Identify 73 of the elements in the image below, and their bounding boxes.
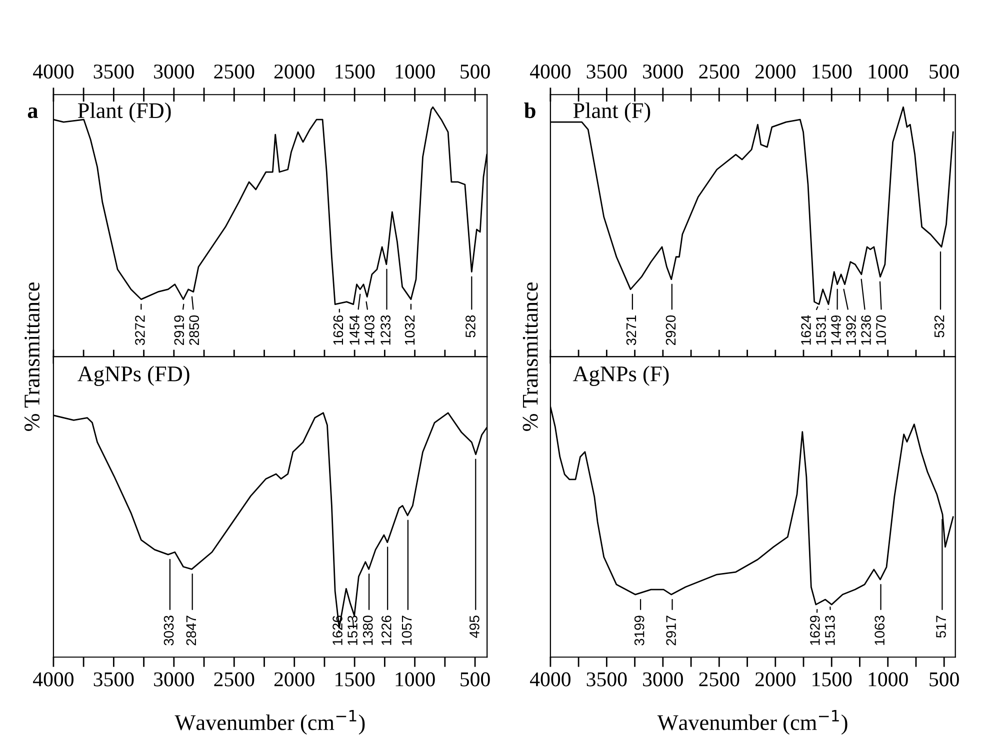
annotation: 3272	[135, 315, 145, 346]
annotation: 528	[466, 315, 476, 338]
annotation: 1057	[402, 616, 412, 645]
x-tick-label: 1500	[812, 672, 852, 686]
annotation: 3033	[164, 616, 174, 646]
annotation: 1449	[831, 315, 841, 345]
x-tick-label: 1500	[812, 64, 852, 79]
annotation: 2847	[186, 616, 196, 646]
annotation: 1626	[333, 315, 344, 345]
annotation: 1380	[362, 616, 373, 645]
x-tick-label: 2500	[214, 64, 254, 79]
annotation: 1403	[364, 315, 374, 345]
x-tick-label: 500	[930, 64, 959, 79]
x-tick-label: 500	[460, 672, 490, 686]
x-tick-label: 2000	[755, 672, 796, 686]
x-tick-label: 3500	[586, 64, 627, 79]
annotation: 1236	[861, 315, 871, 345]
x-tick-label: 3500	[586, 672, 627, 686]
annotation: 2850	[189, 315, 200, 345]
y-axis-title: % Transmittance	[522, 282, 538, 431]
x-tick-label: 1000	[396, 672, 435, 686]
x-tick-label: 3500	[94, 64, 134, 79]
x-tick-label: 2500	[699, 672, 740, 686]
text: b	[524, 102, 536, 118]
annotation: 1070	[876, 315, 886, 345]
x-tick-label: 2000	[274, 64, 314, 79]
chart-title: Plant (FD)	[78, 102, 171, 123]
annotation: 1513	[825, 616, 835, 645]
annotation: 3271	[626, 315, 636, 346]
annotation: 517	[936, 616, 946, 638]
x-tick-label: 1000	[396, 64, 435, 79]
x-tick-label: 3500	[94, 672, 134, 686]
x-tick-label: 3000	[643, 672, 683, 686]
x-tick-label: 2000	[755, 64, 796, 79]
x-tick-label: 2500	[214, 672, 254, 686]
x-axis-title: Wavenumber (cm$^{−1}$)	[174, 710, 365, 735]
annotation: 1513	[348, 616, 358, 645]
annotation: 1032	[404, 315, 415, 345]
chart-title: Plant (F)	[573, 102, 650, 123]
annotation: 1454	[350, 315, 360, 345]
x-tick-label: 1000	[868, 64, 908, 79]
x-axis-title: Wavenumber (cm$^{−1}$)	[657, 710, 848, 735]
x-tick-label: 2000	[274, 672, 314, 686]
annotation: 1624	[801, 315, 811, 345]
chart-title: AgNPs (F)	[572, 366, 669, 386]
x-tick-label: 4000	[33, 64, 74, 79]
x-tick-label: 4000	[530, 64, 570, 79]
x-tick-label: 1500	[336, 672, 375, 686]
y-axis-title: % Transmittance	[24, 282, 40, 431]
x-tick-label: 1500	[336, 64, 375, 79]
x-tick-label: 4000	[530, 672, 570, 686]
chart-title: AgNPs (FD)	[78, 366, 190, 386]
text: a	[28, 107, 38, 118]
annotation: 2920	[666, 315, 676, 345]
annotation: 3199	[634, 616, 644, 646]
x-tick-label: 500	[930, 672, 959, 686]
x-tick-label: 3000	[154, 672, 194, 686]
annotation: 2917	[666, 616, 676, 646]
annotation: 1063	[874, 616, 885, 645]
annotation: 2919	[174, 315, 184, 345]
annotation: 1531	[816, 315, 826, 345]
x-tick-label: 3000	[154, 64, 194, 79]
x-tick-label: 4000	[33, 672, 74, 686]
annotation: 1392	[846, 315, 856, 345]
annotation: 495	[470, 616, 480, 638]
annotation: 1629	[810, 616, 820, 645]
x-tick-label: 500	[460, 64, 490, 79]
x-tick-label: 3000	[643, 64, 683, 79]
x-tick-label: 2500	[699, 64, 740, 79]
annotation: 1226	[381, 616, 392, 645]
annotation: 1233	[380, 315, 390, 345]
annotation: 532	[934, 315, 944, 338]
x-tick-label: 1000	[868, 672, 908, 686]
